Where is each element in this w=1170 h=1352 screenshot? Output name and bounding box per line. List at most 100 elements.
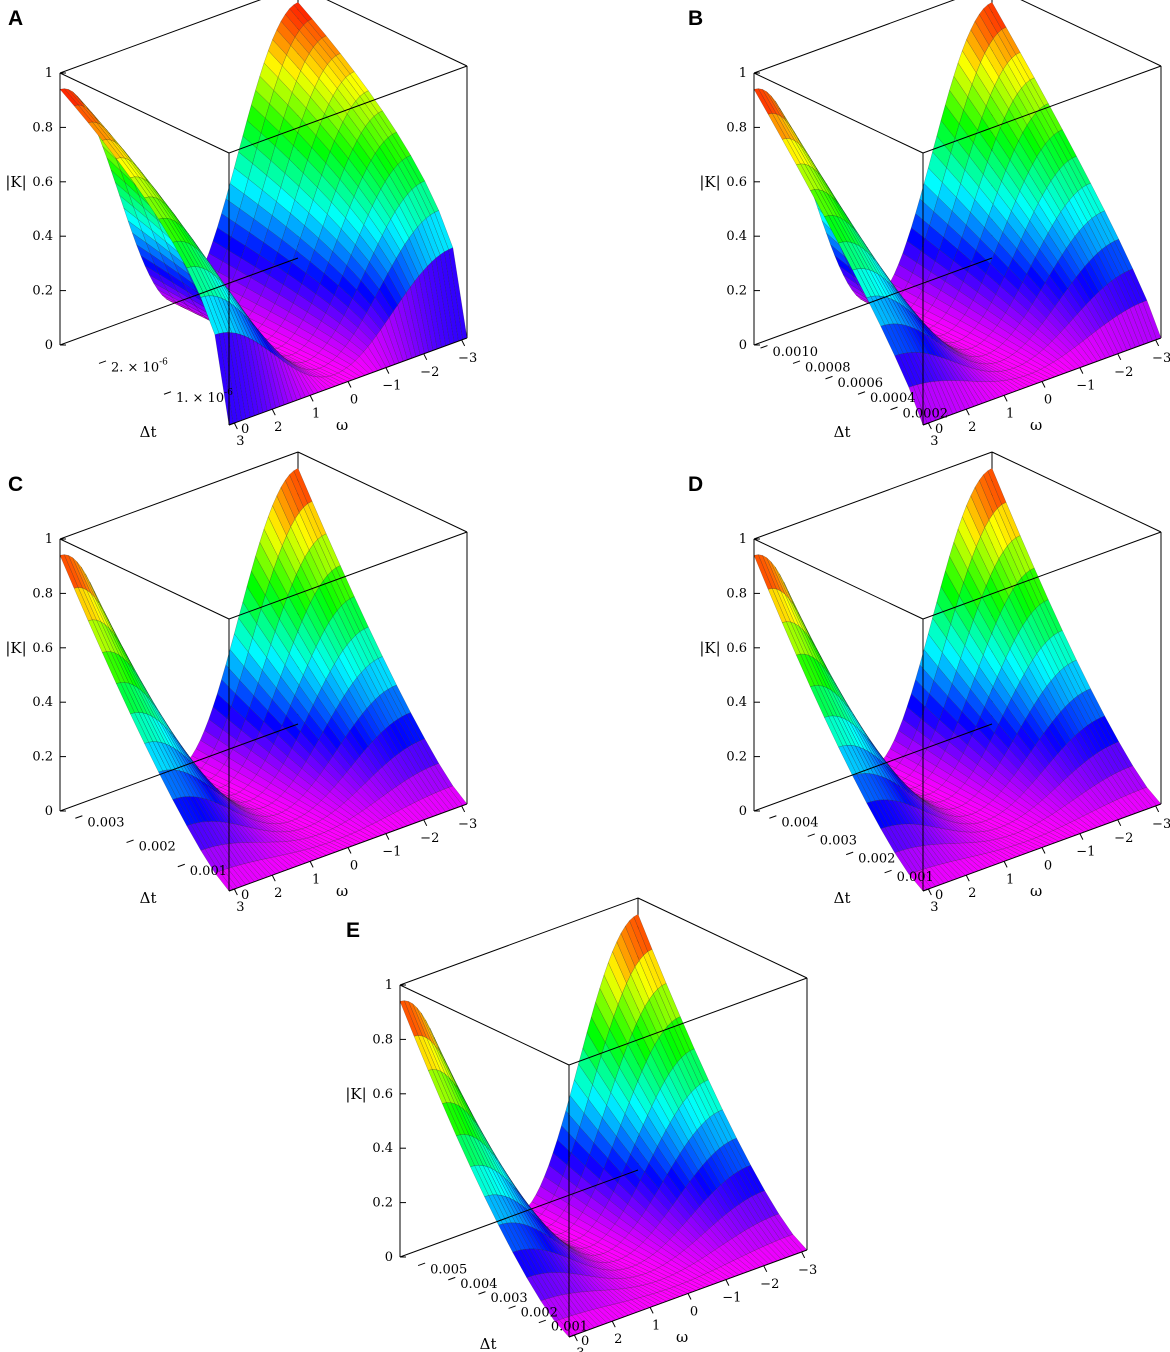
x-tick-label: 0.002: [139, 840, 176, 855]
x-tick-label: 0.001: [190, 864, 227, 879]
x-tick: [75, 815, 83, 819]
x-tick-label: 0: [935, 422, 943, 437]
omega-tick-label: 2: [274, 886, 282, 901]
z-tick-label: 0: [385, 1250, 393, 1265]
surface-mesh: [399, 914, 808, 1338]
omega-axis-title: ω: [1030, 882, 1042, 900]
z-tick-label: 0.2: [32, 284, 53, 299]
z-tick-label: 0.6: [372, 1087, 393, 1102]
x-tick: [857, 391, 866, 395]
omega-tick-label: −1: [1076, 845, 1095, 860]
x-tick-label: 0.003: [490, 1291, 527, 1306]
x-tick-label: 1. × 10-6: [176, 388, 233, 406]
omega-tick: [385, 367, 390, 374]
panel-e: E 0 0.2 0.4 0.6 0.8 1 |K| 0 0.001 0.002 0.003 0.004…: [340, 897, 817, 1352]
panel-label: B: [688, 7, 704, 30]
x-axis-title: Δt: [834, 423, 851, 441]
omega-tick: [1041, 381, 1046, 388]
z-tick-label: 0: [45, 338, 53, 353]
z-tick-label: 0: [45, 804, 53, 819]
z-tick-label: 0.2: [372, 1196, 393, 1211]
omega-axis-title: ω: [1030, 416, 1042, 434]
omega-tick-label: 1: [1006, 406, 1014, 421]
z-tick-label: 0.8: [372, 1032, 393, 1047]
omega-tick: [801, 1251, 806, 1259]
x-tick-exponent: -6: [224, 388, 233, 398]
z-tick-label: 0: [739, 804, 747, 819]
surface-plot: 0 0.2 0.4 0.6 0.8 1 |K| 0 1. × 10-6 2. × 10-6 Δt 3 2…: [5, 0, 477, 449]
x-tick-label: 0.002: [858, 852, 895, 867]
z-tick-label: 0.2: [32, 750, 53, 765]
x-tick: [98, 360, 107, 364]
omega-axis-title: ω: [336, 416, 348, 434]
x-axis-title: Δt: [834, 889, 851, 907]
surface-plot: 00.20.40.60.81|K|00.0010.0020.0030.0040.…: [345, 897, 817, 1352]
omega-tick: [1003, 861, 1008, 868]
panel-label: C: [8, 473, 24, 496]
z-tick-label: 0.2: [726, 284, 747, 299]
x-tick-label: 0.0008: [805, 360, 851, 375]
z-axis-title: |K|: [5, 173, 26, 191]
x-tick: [417, 1262, 426, 1267]
x-tick: [448, 1276, 456, 1281]
omega-tick-label: 1: [1006, 872, 1014, 887]
x-tick: [126, 839, 134, 843]
x-axis-title: Δt: [480, 1335, 497, 1352]
omega-tick: [1117, 819, 1122, 827]
z-tick-label: 0.8: [32, 120, 53, 135]
omega-tick: [385, 833, 390, 840]
panel-d: D 0 0.2 0.4 0.6 0.8 1 |K| 0 0.001 0.002 0.003 0.004…: [688, 451, 1170, 915]
x-tick: [163, 391, 172, 395]
x-tick: [760, 345, 768, 349]
omega-tick: [725, 1279, 730, 1286]
omega-tick: [1079, 367, 1084, 374]
omega-tick-label: −1: [722, 1291, 741, 1306]
omega-tick: [965, 408, 970, 416]
z-tick-label: 0.6: [32, 641, 53, 656]
omega-tick: [1117, 353, 1122, 361]
z-tick-label: 0: [739, 338, 747, 353]
omega-tick: [1155, 805, 1160, 813]
omega-tick-label: 2: [968, 886, 976, 901]
omega-tick-label: −3: [458, 351, 477, 366]
x-tick: [846, 851, 854, 856]
surface-plot: 00.20.40.60.81|K|00.00020.00040.00060.00…: [699, 0, 1170, 449]
x-tick: [884, 869, 892, 874]
z-axis-title: |K|: [699, 173, 720, 191]
panel-a: A 0 0.2 0.4 0.6 0.8 1 |K| 0 1. × 10-6 2. × 10-6 Δt…: [0, 0, 477, 449]
omega-tick-label: −2: [760, 1277, 779, 1292]
x-tick-exponent: -6: [159, 357, 168, 367]
z-tick-label: 0.8: [32, 586, 53, 601]
omega-tick: [1079, 833, 1084, 840]
z-tick-label: 0.4: [32, 229, 53, 244]
x-tick-label: 2. × 10-6: [111, 357, 168, 375]
omega-tick-label: −1: [1076, 379, 1095, 394]
omega-tick-label: −3: [1152, 817, 1170, 832]
omega-tick: [927, 422, 932, 430]
z-tick-label: 1: [45, 66, 53, 81]
omega-tick-label: −3: [458, 817, 477, 832]
omega-tick-label: 0: [350, 393, 358, 408]
omega-tick: [687, 1293, 692, 1300]
x-tick: [478, 1291, 486, 1295]
omega-tick-label: 2: [274, 420, 282, 435]
z-axis-title: |K|: [699, 639, 720, 657]
bounding-box-front: [59, 531, 468, 892]
surface-mesh: [59, 468, 468, 892]
omega-tick-label: −2: [1114, 831, 1133, 846]
x-tick-label: 0.0004: [870, 391, 916, 406]
omega-tick-label: −3: [798, 1263, 817, 1278]
panel-label: D: [688, 473, 704, 496]
omega-tick: [763, 1265, 768, 1273]
x-tick-label: 0.005: [430, 1263, 467, 1278]
omega-tick: [1041, 847, 1046, 854]
panel-label: E: [346, 919, 361, 942]
omega-tick-label: 3: [930, 900, 938, 915]
omega-tick-label: 0: [350, 859, 358, 874]
x-tick-label: 0: [241, 888, 249, 903]
omega-tick-label: 2: [614, 1332, 622, 1347]
omega-tick: [309, 861, 314, 868]
omega-axis-title: ω: [336, 882, 348, 900]
omega-tick: [461, 339, 466, 347]
omega-tick-label: 1: [312, 872, 320, 887]
